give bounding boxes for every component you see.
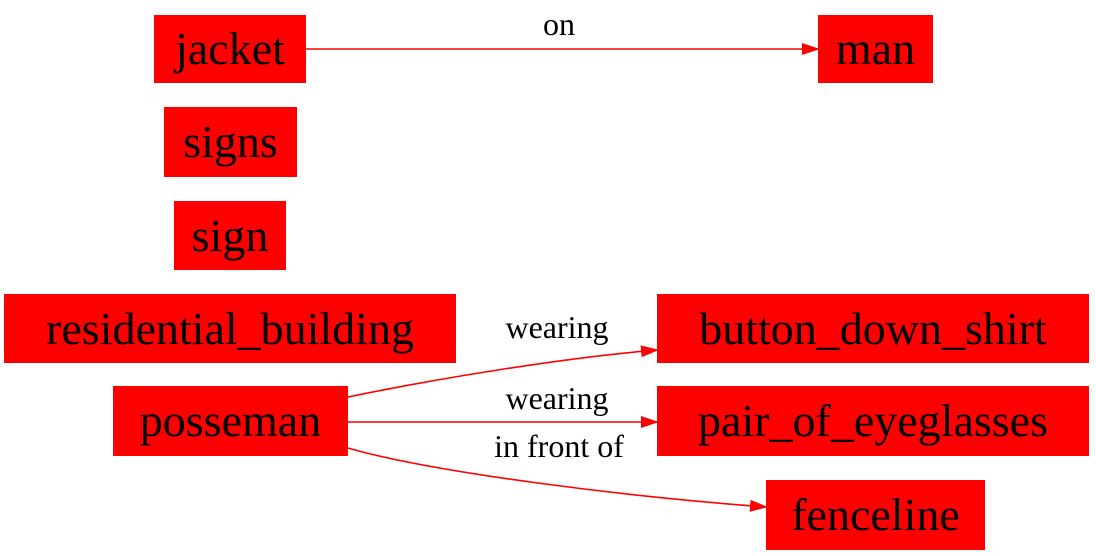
node-residential-building: residential_building xyxy=(4,294,456,363)
edge-posseman-in-front-of-fenceline xyxy=(347,447,768,512)
node-sign: sign xyxy=(174,201,286,270)
edge-label-on: on xyxy=(543,6,575,42)
node-signs: signs xyxy=(164,107,297,177)
node-button-down-shirt: button_down_shirt xyxy=(657,294,1089,363)
node-posseman: posseman xyxy=(113,386,348,456)
node-fenceline: fenceline xyxy=(766,480,985,550)
node-pair-of-eyeglasses: pair_of_eyeglasses xyxy=(657,386,1089,456)
edge-label-wearing-eyeglasses: wearing xyxy=(505,380,609,416)
edge-label-in-front-of: in front of xyxy=(494,428,624,464)
node-jacket: jacket xyxy=(154,15,306,83)
edge-posseman-wearing-button-down-shirt xyxy=(347,345,659,398)
edge-label-wearing-shirt: wearing xyxy=(505,309,609,345)
node-man: man xyxy=(818,15,933,83)
